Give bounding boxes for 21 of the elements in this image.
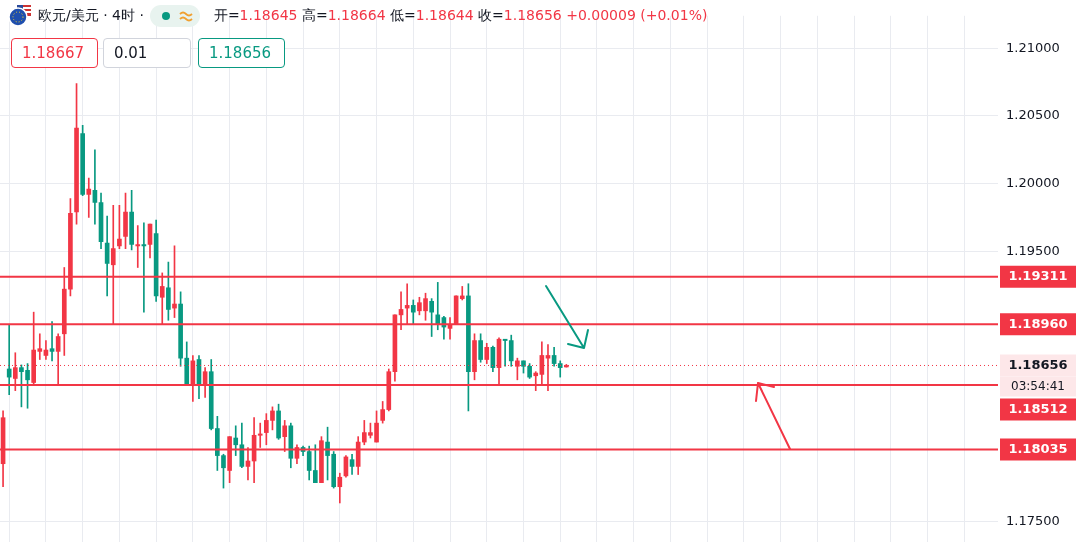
candlestick <box>86 177 92 218</box>
candlestick <box>459 286 465 301</box>
price-field: 1.18656 <box>198 38 285 68</box>
candlestick <box>49 321 55 362</box>
candlestick <box>6 324 12 396</box>
ref-line-label: 1.18512 <box>1008 400 1068 416</box>
quantity-field: 0.01 <box>103 38 191 68</box>
ref-line-label: 1.18960 <box>1008 315 1068 331</box>
chart-title: 欧元/美元 · 4时 · <box>38 7 144 25</box>
y-tick-label: 1.20000 <box>1006 174 1060 190</box>
y-tick-label: 1.19500 <box>1006 242 1060 258</box>
y-tick-label: 1.20500 <box>1006 107 1060 123</box>
candlestick <box>135 225 141 268</box>
y-tick-label: 1.21000 <box>1006 39 1060 55</box>
price-field: 1.18667 <box>11 38 98 68</box>
text: 03:54:41 <box>1011 378 1065 393</box>
ref-line-label: 1.19311 <box>1008 268 1068 284</box>
ref-line-label: 1.18035 <box>1008 440 1068 456</box>
ref-line-label: 1.18656 <box>1008 356 1068 372</box>
chart-subtitle: 开=1.18645 高=1.18664 低=1.18644 收=1.18656 +0.00009 (+0.01%) <box>213 7 708 23</box>
y-tick-label: 1.17500 <box>1006 513 1060 529</box>
